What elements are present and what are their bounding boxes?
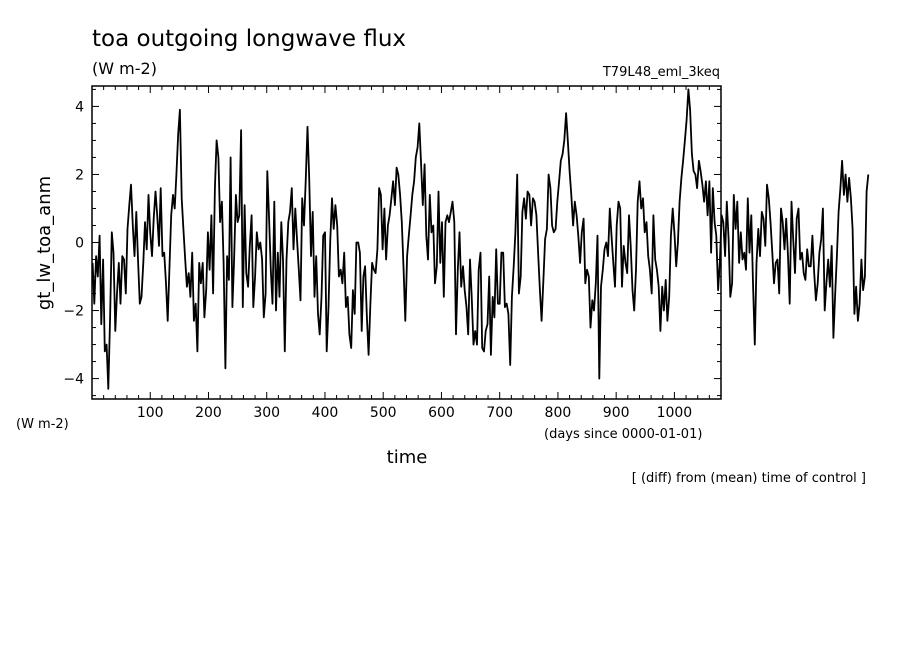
tick-labels: 100 200 300 400 500 600 700 800 900 1000 −4 −2 0 2 4 xyxy=(63,99,692,421)
y-tick-label: 0 xyxy=(75,236,84,252)
x-axis-label: time xyxy=(387,447,428,468)
series-line xyxy=(91,88,870,390)
x-tick-label: 800 xyxy=(545,405,572,421)
x-tick-label: 500 xyxy=(370,405,397,421)
axis-ticks xyxy=(92,86,721,399)
footnote: [ (diff) from (mean) time of control ] xyxy=(632,471,866,486)
x-tick-label: 700 xyxy=(486,405,513,421)
y-tick-label: 4 xyxy=(75,99,84,115)
plot-frame xyxy=(91,85,722,400)
x-tick-label: 1000 xyxy=(657,405,693,421)
x-tick-label: 200 xyxy=(195,405,222,421)
x-tick-label: 100 xyxy=(137,405,164,421)
x-unit-label: (days since 0000-01-01) xyxy=(544,427,702,442)
chart-title: toa outgoing longwave flux xyxy=(92,26,406,52)
chart-units: (W m-2) xyxy=(92,59,157,78)
y-tick-label: −4 xyxy=(63,372,84,388)
x-tick-label: 600 xyxy=(428,405,455,421)
x-tick-label: 300 xyxy=(253,405,280,421)
x-tick-label: 400 xyxy=(312,405,339,421)
y-tick-label: 2 xyxy=(75,167,84,183)
y-tick-label: −2 xyxy=(63,304,84,320)
run-label: T79L48_eml_3keq xyxy=(602,65,720,80)
y-axis-label: gt_lw_toa_anm xyxy=(34,176,55,310)
y-unit-label: (W m-2) xyxy=(16,417,69,432)
x-tick-label: 900 xyxy=(603,405,630,421)
